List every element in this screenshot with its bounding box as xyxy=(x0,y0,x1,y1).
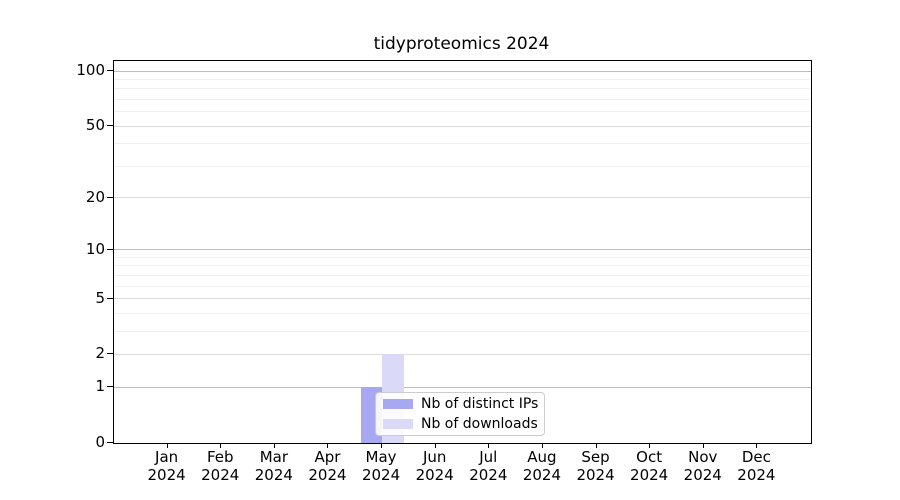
y-axis-tick-mark xyxy=(107,248,113,250)
y-axis-tick-label: 5 xyxy=(95,288,105,307)
y-axis-tick-label: 10 xyxy=(85,239,105,258)
y-axis-tick-mark xyxy=(107,442,113,443)
gridline-minor xyxy=(114,330,811,332)
gridline-minor xyxy=(114,98,811,100)
x-axis-tick-mark xyxy=(702,443,704,448)
gridline-labeled xyxy=(114,125,811,127)
y-axis-tick-mark xyxy=(107,297,113,299)
x-axis-tick-mark xyxy=(220,443,222,448)
y-axis-tick-label: 20 xyxy=(85,187,105,206)
x-axis-tick-label: Apr 2024 xyxy=(308,448,347,484)
x-axis-tick-mark xyxy=(649,443,651,448)
x-axis-tick-label: Aug 2024 xyxy=(522,448,562,484)
y-axis-tick-label: 50 xyxy=(85,116,105,135)
chart-title: tidyproteomics 2024 xyxy=(373,34,550,54)
x-axis-tick-mark xyxy=(166,443,168,448)
legend-swatch-downloads xyxy=(383,419,413,430)
y-axis-tick-mark xyxy=(107,125,113,127)
y-axis-tick-mark xyxy=(107,70,113,71)
x-axis-tick-label: Oct 2024 xyxy=(630,448,669,484)
x-axis-tick-label: Jan 2024 xyxy=(147,448,186,484)
gridline-minor xyxy=(114,88,811,90)
gridline-minor xyxy=(114,78,811,80)
x-axis-tick-label: May 2024 xyxy=(361,448,401,484)
gridline-minor xyxy=(114,165,811,167)
legend-swatch-distinct-ips xyxy=(383,398,413,409)
x-axis-tick-label: Jul 2024 xyxy=(469,448,508,484)
gridline-minor xyxy=(114,274,811,276)
y-axis-tick-label: 2 xyxy=(95,344,105,363)
x-axis-tick-mark xyxy=(434,443,436,448)
x-axis-tick-label: Feb 2024 xyxy=(201,448,240,484)
gridline-major xyxy=(114,386,811,388)
x-axis-tick-mark xyxy=(273,443,275,448)
y-axis-tick-mark xyxy=(107,353,113,355)
gridline-labeled xyxy=(114,298,811,300)
x-axis-tick-label: Jun 2024 xyxy=(415,448,454,484)
legend: Nb of distinct IPs Nb of downloads xyxy=(375,392,545,436)
y-axis-tick-mark xyxy=(107,386,113,388)
gridline-minor xyxy=(114,265,811,267)
x-axis-tick-mark xyxy=(756,443,758,448)
plot-area xyxy=(113,60,812,444)
gridline-minor xyxy=(114,111,811,113)
y-axis-tick-label: 0 xyxy=(95,433,105,451)
gridline-major xyxy=(114,249,811,251)
gridline-minor xyxy=(114,285,811,287)
x-axis-tick-label: Nov 2024 xyxy=(683,448,722,484)
legend-label-downloads: Nb of downloads xyxy=(421,416,538,433)
gridline-labeled xyxy=(114,197,811,199)
y-axis-tick-label: 1 xyxy=(95,377,105,396)
x-axis-tick-mark xyxy=(381,443,383,448)
y-axis-tick-mark xyxy=(107,196,113,198)
x-axis-tick-label: Dec 2024 xyxy=(737,448,776,484)
x-axis-tick-mark xyxy=(327,443,329,448)
legend-label-distinct-ips: Nb of distinct IPs xyxy=(421,395,539,412)
x-axis-tick-label: Mar 2024 xyxy=(254,448,293,484)
gridline-major xyxy=(114,70,811,72)
gridline-minor xyxy=(114,143,811,145)
legend-entry-distinct-ips: Nb of distinct IPs xyxy=(383,395,538,413)
gridline-labeled xyxy=(114,353,811,355)
x-axis-tick-mark xyxy=(541,443,543,448)
y-axis-tick-label: 100 xyxy=(76,61,105,79)
legend-entry-downloads: Nb of downloads xyxy=(383,416,538,434)
x-axis-tick-mark xyxy=(488,443,490,448)
gridline-minor xyxy=(114,256,811,258)
gridline-minor xyxy=(114,312,811,314)
x-axis-tick-label: Sep 2024 xyxy=(576,448,615,484)
x-axis-tick-mark xyxy=(595,443,597,448)
